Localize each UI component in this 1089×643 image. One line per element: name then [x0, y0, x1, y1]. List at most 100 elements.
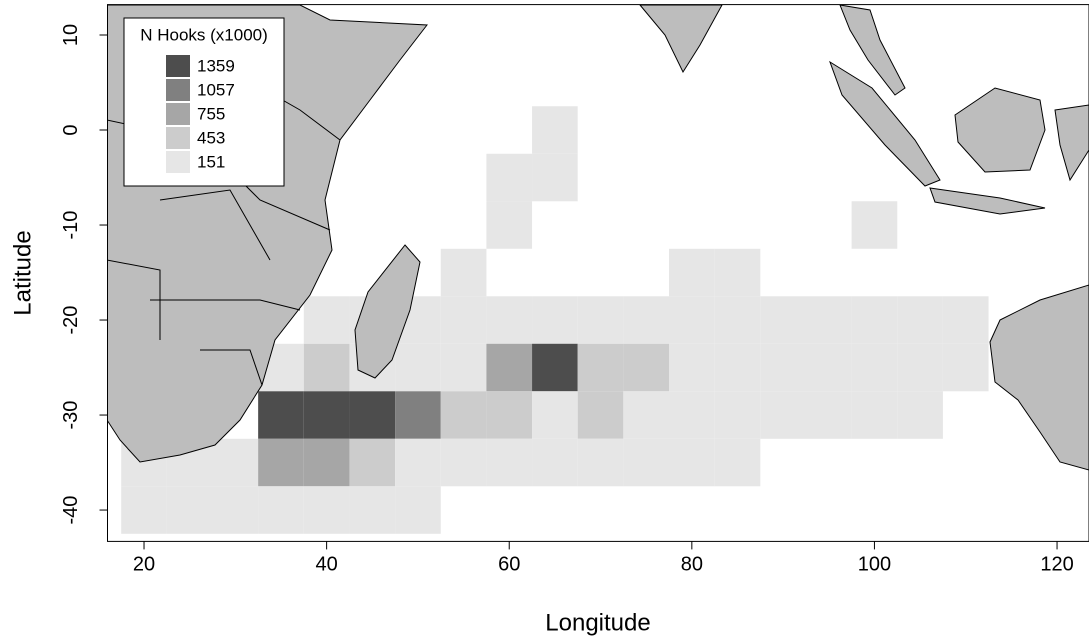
cell: [577, 391, 624, 439]
borneo: [954, 87, 1046, 173]
cell: [714, 296, 761, 344]
cell: [532, 343, 578, 392]
cell: [851, 201, 898, 249]
legend-label: 1057: [197, 80, 235, 99]
cell: [669, 343, 715, 392]
cell: [258, 486, 304, 534]
cell: [486, 201, 533, 249]
cell: [897, 343, 943, 392]
x-tick-label: 60: [498, 554, 520, 576]
cell: [212, 486, 259, 534]
cell: [532, 153, 578, 202]
india: [639, 4, 723, 74]
cell: [440, 438, 487, 487]
cell: [805, 296, 852, 344]
cell: [349, 391, 396, 439]
cell: [669, 296, 715, 344]
cell: [440, 343, 487, 392]
cell: [714, 343, 761, 392]
java: [929, 187, 1046, 215]
y-tick-label: -10: [60, 211, 82, 240]
malay-peninsula: [839, 4, 906, 96]
cell: [212, 438, 259, 487]
cell: [440, 391, 487, 439]
cell: [258, 391, 304, 439]
cell: [897, 296, 943, 344]
legend-swatch: [166, 55, 190, 77]
legend-label: 453: [197, 128, 225, 147]
cell: [942, 343, 989, 392]
cell: [623, 296, 670, 344]
australia: [989, 284, 1089, 471]
cell: [303, 438, 350, 487]
cell: [851, 296, 898, 344]
cell: [532, 438, 578, 487]
cell: [623, 438, 670, 487]
y-tick-label: -20: [60, 306, 82, 335]
cell: [395, 486, 441, 534]
legend-swatch: [166, 79, 190, 101]
cell: [395, 391, 441, 439]
cell: [349, 438, 396, 487]
x-tick-label: 100: [858, 554, 891, 576]
x-tick-label: 80: [681, 554, 703, 576]
cell: [760, 296, 806, 344]
cell: [395, 438, 441, 487]
legend-swatch: [166, 127, 190, 149]
cell: [532, 106, 578, 154]
y-tick-label: -30: [60, 401, 82, 430]
madagascar: [354, 244, 421, 379]
cell: [760, 343, 806, 392]
cell: [669, 391, 715, 439]
legend-box: [123, 17, 285, 187]
y-axis-label: Latitude: [9, 230, 36, 315]
cell: [577, 296, 624, 344]
cell: [303, 296, 350, 344]
cell: [942, 296, 989, 344]
legend-label: 1359: [197, 56, 235, 75]
cell: [623, 343, 670, 392]
cell: [440, 296, 487, 344]
y-tick-label: 10: [60, 24, 82, 46]
land: [107, 4, 1089, 471]
legend-label: 755: [197, 104, 225, 123]
cell: [577, 343, 624, 392]
cell: [440, 248, 487, 297]
cell: [166, 486, 213, 534]
cell: [577, 438, 624, 487]
cell: [623, 391, 670, 439]
legend-swatch: [166, 151, 190, 173]
y-tick-label: 0: [60, 124, 82, 135]
cell: [669, 248, 715, 297]
legend-title: N Hooks (x1000): [140, 25, 268, 44]
cell: [760, 391, 806, 439]
cell: [532, 391, 578, 439]
cell: [669, 438, 715, 487]
cell: [897, 391, 943, 439]
plot-frame: [107, 4, 1089, 542]
cell: [805, 391, 852, 439]
x-tick-label: 120: [1040, 554, 1073, 576]
cell: [486, 343, 533, 392]
cell: [121, 486, 167, 534]
cell: [486, 153, 533, 202]
cell: [303, 343, 350, 392]
cell: [349, 486, 396, 534]
sulawesi: [1054, 104, 1089, 182]
x-tick-label: 20: [133, 554, 155, 576]
x-tick-label: 40: [316, 554, 338, 576]
cell: [486, 296, 533, 344]
cell: [714, 248, 761, 297]
cell: [486, 391, 533, 439]
cell: [714, 391, 761, 439]
cell: [258, 438, 304, 487]
x-axis-label: Longitude: [545, 609, 650, 636]
sumatra: [829, 60, 941, 187]
cells: [121, 106, 989, 534]
legend-label: 151: [197, 152, 225, 171]
cell: [303, 486, 350, 534]
cell: [486, 438, 533, 487]
y-tick-label: -40: [60, 496, 82, 525]
cell: [851, 391, 898, 439]
